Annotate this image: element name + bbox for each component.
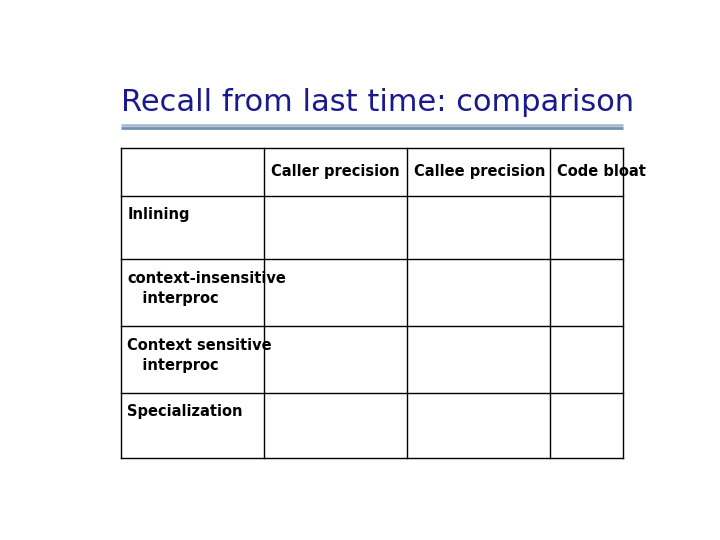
Text: context-insensitive
   interproc: context-insensitive interproc	[127, 272, 287, 306]
Text: Specialization: Specialization	[127, 404, 243, 420]
Text: Context sensitive
   interproc: Context sensitive interproc	[127, 338, 272, 373]
Text: Caller precision: Caller precision	[271, 165, 399, 179]
Text: Recall from last time: comparison: Recall from last time: comparison	[121, 87, 634, 117]
Text: Callee precision: Callee precision	[413, 165, 545, 179]
Text: Inlining: Inlining	[127, 207, 190, 222]
Text: Code bloat: Code bloat	[557, 165, 646, 179]
